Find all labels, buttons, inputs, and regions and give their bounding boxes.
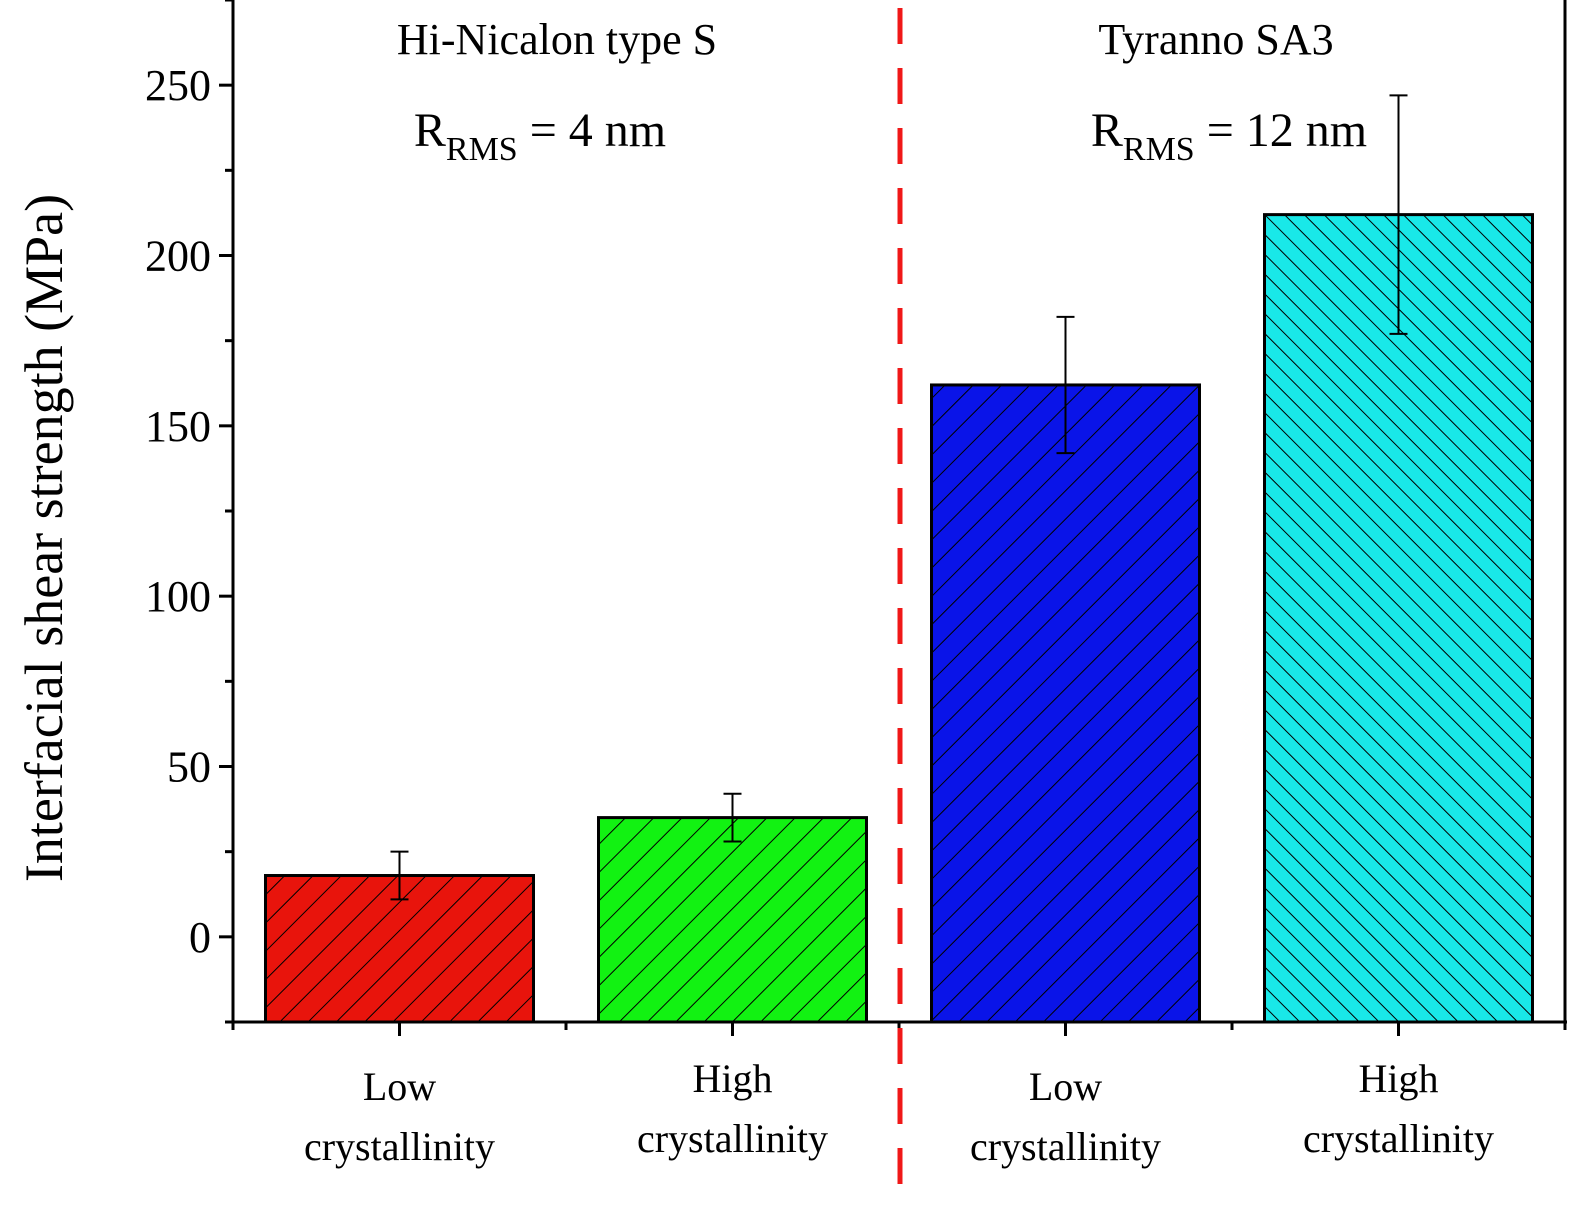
y-axis-label: Interfacial shear strength (MPa) (14, 194, 74, 882)
rms-value: = 4 nm (518, 104, 666, 157)
bar-chart: 0 50 100 150 200 250 Low crystallinity High crys… (0, 0, 1575, 1205)
category-label: crystallinity (1303, 1116, 1494, 1161)
rms-subscript: RMS (1123, 131, 1195, 168)
y-tick-label: 200 (145, 232, 211, 281)
rms-value: = 12 nm (1195, 104, 1367, 157)
category-label: Low (363, 1064, 436, 1109)
category-label: Low (1029, 1064, 1102, 1109)
category-label: High (693, 1056, 773, 1101)
category-label: crystallinity (970, 1124, 1161, 1169)
rms-base: R (1091, 104, 1123, 157)
y-tick-label: 100 (145, 572, 211, 621)
bar (1265, 215, 1533, 1022)
rms-base: R (414, 104, 446, 157)
category-label: crystallinity (637, 1116, 828, 1161)
y-tick-label: 250 (145, 61, 211, 110)
y-ticks: 0 50 100 150 200 250 (145, 0, 233, 1022)
y-tick-label: 50 (167, 743, 211, 792)
rms-subscript: RMS (446, 131, 518, 168)
group-rms-right: RRMS = 12 nm (1091, 104, 1367, 168)
y-tick-label: 150 (145, 402, 211, 451)
y-tick-label: 0 (189, 913, 211, 962)
bar (599, 818, 867, 1022)
group-rms-left: RRMS = 4 nm (414, 104, 666, 168)
category-label: High (1359, 1056, 1439, 1101)
group-title-left: Hi-Nicalon type S (397, 15, 717, 64)
category-label: crystallinity (304, 1124, 495, 1169)
bar (932, 385, 1200, 1022)
group-title-right: Tyranno SA3 (1098, 15, 1333, 64)
